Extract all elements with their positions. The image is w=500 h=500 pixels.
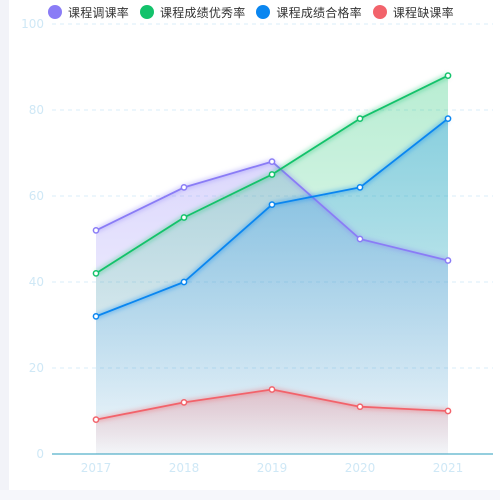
legend-label: 课程缺课率 xyxy=(392,5,454,20)
x-tick-label: 2021 xyxy=(433,461,464,475)
y-tick-label: 80 xyxy=(29,103,44,117)
series-area-3 xyxy=(96,118,448,454)
data-point[interactable] xyxy=(356,115,364,122)
data-point[interactable] xyxy=(180,214,188,221)
legend-item-series-3[interactable]: 课程成绩合格率 xyxy=(256,4,362,21)
data-point[interactable] xyxy=(180,399,188,406)
data-point[interactable] xyxy=(268,386,276,393)
y-tick-label: 40 xyxy=(29,275,44,289)
data-point[interactable] xyxy=(92,313,100,320)
data-point[interactable] xyxy=(444,407,452,415)
legend-label: 课程成绩合格率 xyxy=(276,5,362,20)
legend-marker-icon xyxy=(140,5,155,19)
legend-marker-icon xyxy=(372,5,387,19)
y-tick-label: 0 xyxy=(36,447,44,461)
data-point[interactable] xyxy=(444,115,452,122)
data-point[interactable] xyxy=(180,184,188,191)
data-point[interactable] xyxy=(180,278,188,286)
data-point[interactable] xyxy=(444,72,452,79)
data-point[interactable] xyxy=(268,158,276,165)
x-tick-label: 2017 xyxy=(81,461,112,475)
data-point[interactable] xyxy=(444,257,452,264)
x-tick-label: 2019 xyxy=(257,461,288,475)
legend-item-series-4[interactable]: 课程缺课率 xyxy=(372,4,454,21)
x-tick-label: 2020 xyxy=(345,461,376,475)
data-point[interactable] xyxy=(356,403,364,411)
data-point[interactable] xyxy=(268,171,276,178)
data-point[interactable] xyxy=(92,416,100,423)
data-point[interactable] xyxy=(92,270,100,277)
legend-marker-icon xyxy=(256,5,271,19)
bottom-panel-edge xyxy=(0,490,500,500)
data-point[interactable] xyxy=(356,184,364,191)
legend-label: 课程成绩优秀率 xyxy=(160,5,246,20)
x-tick-label: 2018 xyxy=(169,461,200,475)
legend-item-series-2[interactable]: 课程成绩优秀率 xyxy=(140,4,245,21)
y-tick-label: 60 xyxy=(29,189,44,203)
chart-legend: 课程调课率 课程成绩优秀率 课程成绩合格率 课程缺课率 xyxy=(48,3,465,21)
data-point[interactable] xyxy=(268,201,276,208)
legend-label: 课程调课率 xyxy=(68,5,130,20)
legend-marker-icon xyxy=(48,5,62,19)
legend-item-series-1[interactable]: 课程调课率 xyxy=(48,4,129,21)
left-panel-edge xyxy=(0,0,9,500)
y-tick-label: 100 xyxy=(21,17,44,31)
data-point[interactable] xyxy=(92,227,100,234)
y-tick-label: 20 xyxy=(29,361,44,375)
data-point[interactable] xyxy=(356,235,364,243)
